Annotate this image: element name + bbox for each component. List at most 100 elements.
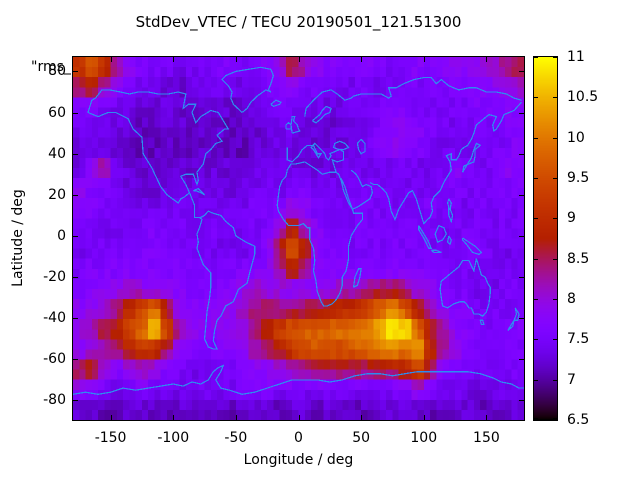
coastline-path: [332, 140, 350, 151]
tick-mark: [73, 71, 78, 73]
tick-mark: [534, 379, 538, 381]
y-tick-label: 40: [48, 145, 66, 162]
coastline-path: [311, 105, 332, 124]
colorbar-tick-label: 10: [567, 129, 585, 146]
x-tick-label: 150: [473, 430, 500, 446]
x-tick-label: 100: [410, 430, 438, 446]
tick-mark: [173, 415, 175, 420]
tick-mark: [519, 318, 524, 320]
coastline-path: [430, 249, 442, 253]
coastline-path: [507, 319, 515, 331]
colorbar-tick-label: 8.5: [567, 250, 590, 267]
tick-mark: [235, 415, 237, 420]
tick-mark: [519, 359, 524, 361]
tick-mark: [73, 194, 78, 196]
tick-mark: [534, 137, 538, 139]
tick-mark: [361, 415, 363, 420]
tick-mark: [534, 258, 538, 260]
coastline-path: [285, 122, 292, 130]
coastline-path: [340, 169, 374, 210]
tick-mark: [534, 218, 538, 220]
coastline-path: [418, 225, 433, 249]
coastline-path: [73, 364, 524, 395]
tick-mark: [73, 359, 78, 361]
tick-mark: [534, 339, 538, 341]
coastline-path: [270, 99, 282, 108]
world-coastlines-overlay: [73, 66, 524, 395]
tick-mark: [486, 415, 488, 420]
colorbar-tick-label: 9: [567, 210, 576, 227]
colorbar-tick-label: 8: [567, 291, 576, 307]
coastline-path: [446, 235, 452, 246]
tick-mark: [235, 57, 237, 62]
y-tick-label: 80: [48, 63, 66, 80]
y-tick-label: -80: [43, 392, 66, 409]
tick-mark: [519, 277, 524, 279]
tick-mark: [73, 277, 78, 279]
plot-area: [72, 56, 525, 421]
y-tick-label: 0: [57, 227, 66, 244]
coastline-path: [479, 319, 485, 325]
tick-mark: [519, 194, 524, 196]
colorbar-tick-label: 9.5: [567, 170, 590, 186]
tick-mark: [73, 318, 78, 320]
tick-mark: [519, 71, 524, 73]
tick-mark: [553, 379, 557, 381]
tick-mark: [553, 418, 557, 419]
coastline-path: [462, 237, 483, 256]
x-tick-label: -100: [157, 430, 190, 446]
coastline-path: [513, 307, 520, 321]
colorbar-tick-label: 6.5: [567, 412, 590, 428]
x-tick-label: -150: [94, 430, 127, 446]
coastline-path: [369, 101, 522, 225]
coastline-path: [221, 66, 275, 113]
coastline-path: [434, 224, 447, 243]
tick-mark: [110, 57, 112, 62]
y-tick-label: -20: [43, 269, 66, 286]
tick-mark: [553, 137, 557, 139]
tick-mark: [486, 57, 488, 62]
tick-mark: [73, 153, 78, 155]
tick-mark: [534, 97, 538, 99]
tick-mark: [519, 400, 524, 402]
coastline-path: [446, 198, 454, 224]
colorbar-tick-label: 7.5: [567, 331, 590, 348]
plot-title: StdDev_VTEC / TECU 20190501_121.51300: [135, 13, 462, 31]
x-tick-label: 50: [352, 430, 371, 446]
tick-mark: [361, 57, 363, 62]
tick-mark: [534, 178, 538, 179]
coastline-path: [188, 192, 256, 350]
coastline-path: [356, 138, 366, 155]
colorbar-tick-label: 10.5: [567, 89, 599, 106]
tick-mark: [534, 418, 538, 419]
coastline-path: [439, 258, 491, 317]
y-tick-label: 60: [48, 104, 66, 121]
tick-mark: [73, 400, 78, 402]
tick-mark: [110, 415, 112, 420]
tick-mark: [519, 235, 524, 237]
tick-mark: [173, 57, 175, 62]
y-tick-label: 20: [48, 186, 66, 203]
coastline-path: [87, 89, 230, 204]
coastline-path: [462, 142, 482, 173]
tick-mark: [534, 57, 538, 58]
x-tick-label: 0: [294, 430, 303, 446]
tick-mark: [534, 299, 538, 300]
colorbar-tick-label: 7: [567, 371, 576, 388]
tick-mark: [298, 57, 300, 62]
tick-mark: [553, 97, 557, 99]
tick-mark: [519, 112, 524, 114]
coastline-path: [353, 268, 362, 288]
y-tick-label: -40: [43, 310, 66, 327]
tick-mark: [519, 153, 524, 155]
tick-mark: [553, 57, 557, 58]
tick-mark: [423, 57, 425, 62]
tick-mark: [553, 178, 557, 179]
colorbar: [533, 56, 558, 421]
coastline-path: [276, 142, 363, 307]
tick-mark: [553, 218, 557, 220]
tick-mark: [553, 299, 557, 300]
overlay-label: "rms_: [31, 59, 71, 75]
colorbar-tick-label: 11: [567, 49, 585, 65]
